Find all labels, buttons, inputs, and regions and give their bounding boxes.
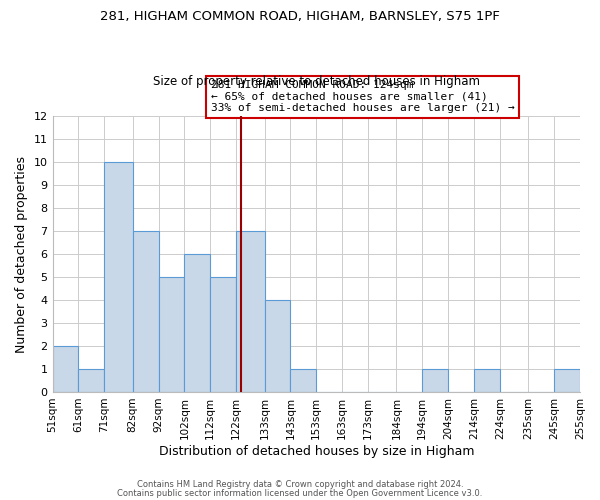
Bar [104,162,133,392]
Text: Contains public sector information licensed under the Open Government Licence v3: Contains public sector information licen… [118,488,482,498]
Y-axis label: Number of detached properties: Number of detached properties [15,156,28,352]
Bar [422,369,448,392]
Bar [133,231,158,392]
Bar [265,300,290,392]
Title: Size of property relative to detached houses in Higham: Size of property relative to detached ho… [153,76,480,88]
Bar [236,231,265,392]
Bar [554,369,580,392]
Bar [290,369,316,392]
Bar [474,369,500,392]
Text: 281, HIGHAM COMMON ROAD, HIGHAM, BARNSLEY, S75 1PF: 281, HIGHAM COMMON ROAD, HIGHAM, BARNSLE… [100,10,500,23]
Bar [53,346,79,392]
Bar [158,277,184,392]
Bar [210,277,236,392]
Bar [79,369,104,392]
Bar [184,254,210,392]
Text: 281 HIGHAM COMMON ROAD: 124sqm
← 65% of detached houses are smaller (41)
33% of : 281 HIGHAM COMMON ROAD: 124sqm ← 65% of … [211,80,515,114]
Text: Contains HM Land Registry data © Crown copyright and database right 2024.: Contains HM Land Registry data © Crown c… [137,480,463,489]
X-axis label: Distribution of detached houses by size in Higham: Distribution of detached houses by size … [158,444,474,458]
